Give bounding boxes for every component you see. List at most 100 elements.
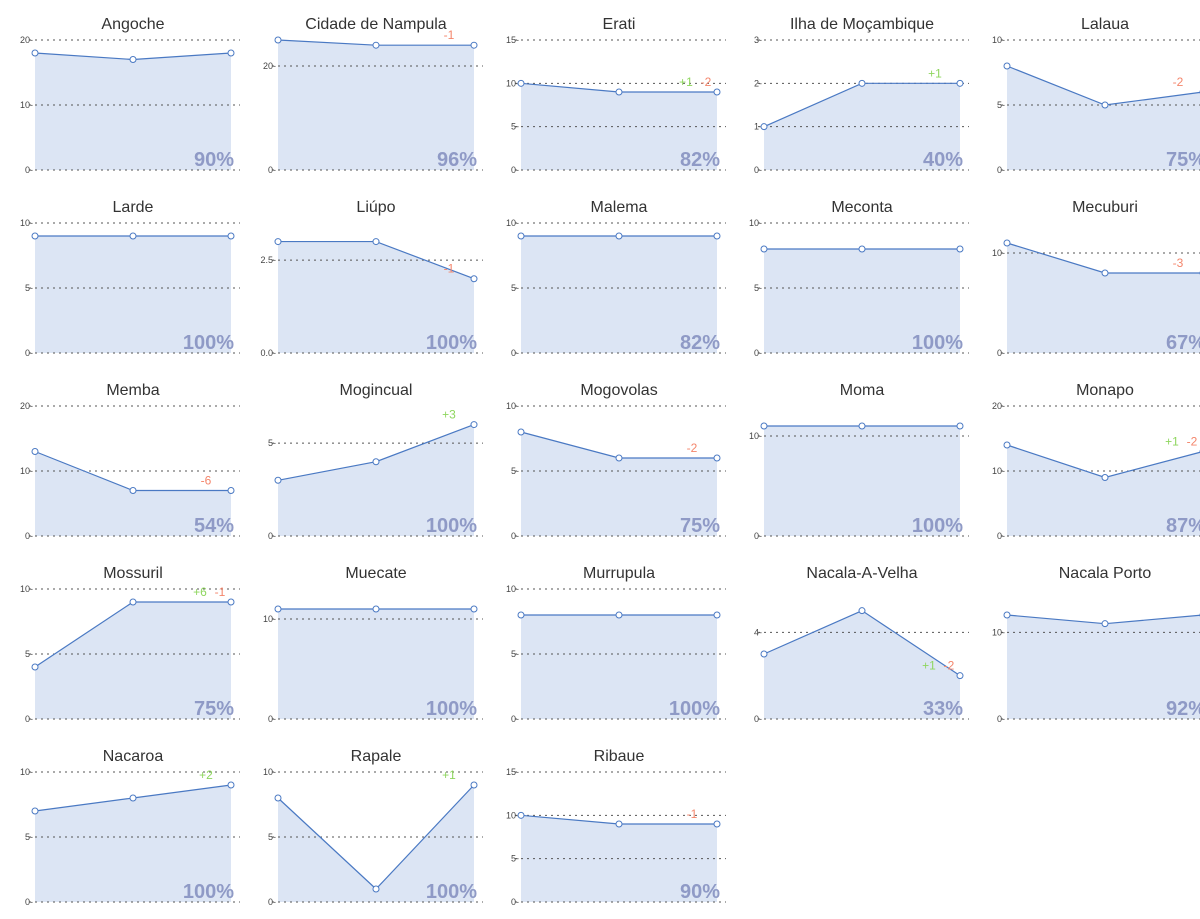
chart-svg: Mecuburi 0- 10- -3 67% — [992, 199, 1200, 358]
y-tick-label: 10- — [749, 431, 762, 441]
y-tick-label: 10- — [20, 466, 33, 476]
data-point — [858, 79, 866, 87]
data-point — [713, 232, 721, 240]
change-positive-label: +1 — [679, 75, 693, 89]
chart-svg: Lalaua 0- 5- 10- -2 75% — [992, 16, 1200, 175]
percent-label: 67% — [1166, 332, 1200, 354]
percent-label: 100% — [426, 332, 477, 354]
data-point — [470, 421, 478, 429]
y-tick-label: 5- — [511, 854, 519, 864]
chart-svg: Nacala-A-Velha 0- 4- +1 -2 33% — [754, 565, 969, 724]
chart-panel: Memba 0- 10- 20- -6 54% — [0, 366, 240, 549]
percent-label: 90% — [680, 881, 720, 903]
chart-svg: Rapale 0- 5- 10- +1 100% — [263, 748, 483, 907]
area-fill — [35, 602, 231, 719]
data-point — [227, 232, 235, 240]
change-negative-label: -2 — [701, 75, 712, 89]
data-point — [129, 56, 137, 63]
chart-panel: Nacala-A-Velha 0- 4- +1 -2 33% — [729, 549, 969, 732]
y-tick-label: 20- — [20, 401, 33, 411]
y-tick-label: 0- — [25, 531, 33, 541]
y-tick-label: 4- — [754, 627, 762, 637]
y-tick-label: 20- — [263, 61, 276, 71]
data-point — [713, 820, 721, 828]
chart-svg: Ilha de Moçambique 0- 1- 2- 3- +1 40% — [754, 16, 969, 175]
data-point — [31, 49, 39, 57]
chart-title: Meconta — [831, 199, 892, 216]
y-tick-label: 10- — [263, 614, 276, 624]
percent-label: 100% — [426, 515, 477, 537]
change-negative-label: -1 — [444, 28, 455, 42]
y-tick-label: 10- — [992, 248, 1005, 258]
chart-title: Monapo — [1076, 382, 1134, 399]
y-tick-label: 10- — [20, 584, 33, 594]
change-positive-label: +6 — [193, 585, 207, 599]
data-point — [31, 232, 39, 240]
chart-panel: Angoche 0- 10- 20- 90% — [0, 0, 240, 183]
percent-label: 96% — [437, 149, 477, 171]
y-tick-label: 0- — [25, 165, 33, 175]
chart-svg: Larde 0- 5- 10- 100% — [20, 199, 240, 358]
data-point — [372, 238, 380, 246]
y-tick-label: 0- — [997, 348, 1005, 358]
chart-title: Nacala-A-Velha — [806, 565, 917, 582]
percent-label: 87% — [1166, 515, 1200, 537]
data-point — [517, 232, 525, 240]
chart-title: Cidade de Nampula — [305, 16, 447, 33]
chart-panel: Ribaue 0- 5- 10- 15- -1 90% — [486, 732, 726, 915]
area-fill — [1007, 243, 1200, 353]
chart-panel: Liúpo 0.0- 2.5- -1 100% — [243, 183, 483, 366]
chart-panel: Ilha de Moçambique 0- 1- 2- 3- +1 40% — [729, 0, 969, 183]
change-positive-label: +1 — [928, 66, 942, 80]
data-point — [1101, 620, 1109, 628]
y-tick-label: 10- — [749, 218, 762, 228]
chart-svg: Nacaroa 0- 5- 10- +2 100% — [20, 748, 240, 907]
percent-label: 100% — [183, 881, 234, 903]
y-tick-label: 5- — [25, 649, 33, 659]
y-tick-label: 0- — [754, 714, 762, 724]
chart-title: Lalaua — [1081, 16, 1129, 33]
percent-label: 100% — [183, 332, 234, 354]
data-point — [274, 36, 282, 44]
area-fill — [764, 249, 960, 353]
chart-title: Mogovolas — [580, 382, 657, 399]
y-tick-label: 10- — [992, 627, 1005, 637]
area-fill — [764, 610, 960, 719]
y-tick-label: 5- — [268, 832, 276, 842]
y-tick-label: 10- — [506, 584, 519, 594]
percent-label: 75% — [1166, 149, 1200, 171]
chart-title: Mossuril — [103, 565, 163, 582]
data-point — [470, 275, 478, 283]
percent-label: 75% — [194, 698, 234, 720]
data-point — [274, 605, 282, 613]
chart-svg: Angoche 0- 10- 20- 90% — [20, 16, 240, 175]
area-fill — [278, 424, 474, 536]
data-point — [760, 123, 768, 131]
y-tick-label: 0- — [511, 531, 519, 541]
chart-panel: Rapale 0- 5- 10- +1 100% — [243, 732, 483, 915]
y-tick-label: 0- — [754, 531, 762, 541]
y-tick-label: 0- — [511, 714, 519, 724]
chart-svg: Memba 0- 10- 20- -6 54% — [20, 382, 240, 541]
percent-label: 100% — [426, 698, 477, 720]
change-positive-label: +1 — [1165, 435, 1179, 449]
chart-title: Memba — [106, 382, 159, 399]
data-point — [956, 245, 964, 253]
chart-svg: Meconta 0- 5- 10- 100% — [749, 199, 969, 358]
chart-panel: Nacala Porto 0- 10- 92% — [972, 549, 1200, 732]
y-tick-label: 0- — [268, 897, 276, 907]
chart-panel: Erati 0- 5- 10- 15- +1 -2 82% — [486, 0, 726, 183]
data-point — [31, 663, 39, 671]
data-point — [227, 487, 235, 494]
percent-label: 82% — [680, 332, 720, 354]
area-fill — [278, 40, 474, 170]
y-tick-label: 10- — [506, 810, 519, 820]
chart-title: Liúpo — [356, 199, 395, 216]
chart-panel: Cidade de Nampula 0- 20- -1 96% — [243, 0, 483, 183]
y-tick-label: 10- — [506, 218, 519, 228]
change-negative-label: -2 — [1187, 435, 1198, 449]
chart-svg: Ribaue 0- 5- 10- 15- -1 90% — [506, 748, 726, 907]
chart-panel: Lalaua 0- 5- 10- -2 75% — [972, 0, 1200, 183]
y-tick-label: 0- — [997, 531, 1005, 541]
chart-svg: Mogincual 0- 5- +3 100% — [268, 382, 483, 541]
